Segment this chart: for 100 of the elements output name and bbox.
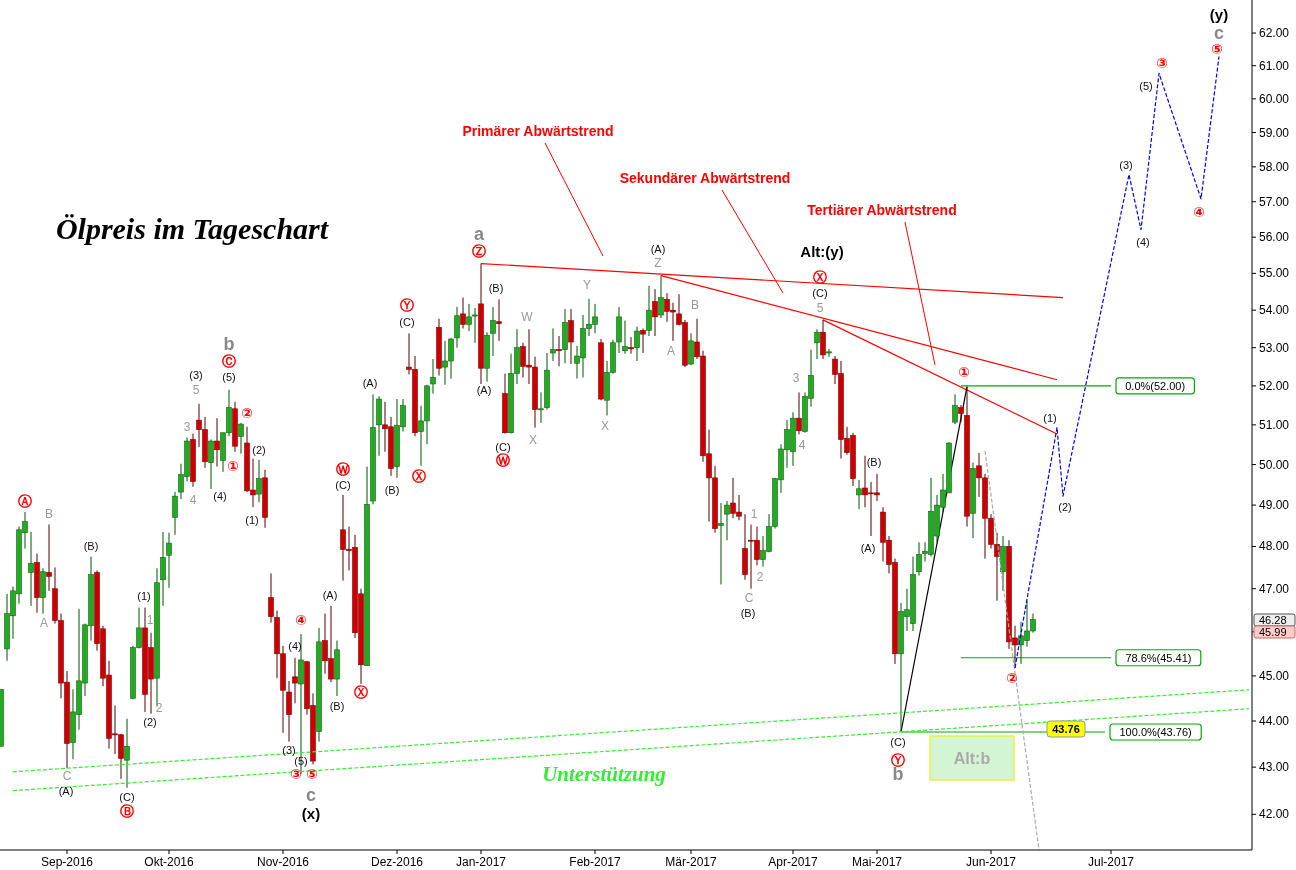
series-label: 0.0%(52.00) xyxy=(1125,379,1186,392)
annotation: ⑤ xyxy=(306,766,318,782)
annotation: ② xyxy=(1006,670,1018,686)
annotation: X xyxy=(528,433,538,447)
annotation: 4 xyxy=(798,438,806,452)
series-label: 78.6%(45.41) xyxy=(1125,651,1192,664)
annotation: c xyxy=(305,785,317,805)
annotation: Ⓧ xyxy=(813,269,827,285)
annotation: (y) xyxy=(1209,5,1229,23)
annotation: (1) xyxy=(1043,411,1057,424)
x-tick-label: Dez-2016 xyxy=(370,855,424,869)
x-tick-label: Nov-2016 xyxy=(256,855,310,869)
x-tick-label: Feb-2017 xyxy=(569,855,622,869)
annotation: 4 xyxy=(189,493,197,507)
annotation: B xyxy=(44,507,54,521)
annotation: Ⓑ xyxy=(120,803,134,819)
annotation: b xyxy=(223,334,235,354)
annotation: (1) xyxy=(137,590,151,602)
y-tick-label: 44.00 xyxy=(1259,714,1290,729)
annotation: ① xyxy=(958,364,970,380)
x-tick-label: Okt-2016 xyxy=(144,855,195,869)
annotation: (B) xyxy=(329,700,345,712)
annotation: B xyxy=(690,298,700,312)
annotation: Ⓦ xyxy=(496,452,510,468)
annotation: (A) xyxy=(650,243,666,255)
annotation: (4) xyxy=(288,640,302,652)
text: 46.28 xyxy=(1259,614,1287,626)
y-tick-label: 53.00 xyxy=(1259,340,1290,355)
annotation: ② xyxy=(241,405,253,421)
y-tick-label: 47.00 xyxy=(1259,581,1290,596)
y-tick-label: 49.00 xyxy=(1259,498,1290,513)
annotation: (B) xyxy=(488,282,504,294)
annotation: ③ xyxy=(1156,55,1168,71)
annotation: (B) xyxy=(83,540,99,552)
y-tick-label: 55.00 xyxy=(1259,266,1290,281)
series-label: 100.0%(43.76) xyxy=(1119,725,1192,738)
annotation: Ⓨ xyxy=(400,297,414,313)
y-tick-label: 52.00 xyxy=(1259,378,1290,393)
text: 45.99 xyxy=(1259,626,1287,638)
annotation: a xyxy=(473,224,485,244)
annotation: c xyxy=(1213,23,1225,43)
annotation: Tertiärer Abwärtstrend xyxy=(807,202,957,218)
annotation: 5 xyxy=(192,383,200,397)
annotation: (4) xyxy=(213,490,227,502)
annotation: 1 xyxy=(750,507,758,521)
annotation: A xyxy=(39,616,49,630)
annotation: Ⓧ xyxy=(354,684,368,700)
y-tick-label: 57.00 xyxy=(1259,194,1290,209)
y-tick-label: 50.00 xyxy=(1259,457,1290,472)
annotation: ④ xyxy=(295,612,307,628)
annotation: (B) xyxy=(866,456,882,468)
annotation: (C) xyxy=(495,441,511,453)
annotation: (1) xyxy=(245,514,259,526)
x-tick-label: Jan-2017 xyxy=(455,855,507,869)
annotation: (2) xyxy=(1058,501,1072,513)
annotation: (A) xyxy=(476,384,492,396)
annotation: 3 xyxy=(183,420,191,434)
annotation: X xyxy=(600,419,610,433)
y-tick-label: 60.00 xyxy=(1259,91,1290,106)
annotation: (B) xyxy=(384,484,400,496)
x-tick-label: Mai-2017 xyxy=(851,855,903,869)
y-tick-label: 48.00 xyxy=(1259,539,1290,554)
x-tick-label: Jun-2017 xyxy=(965,855,1017,869)
annotation: Primärer Abwärtstrend xyxy=(462,123,614,139)
y-tick-label: 45.00 xyxy=(1259,668,1290,683)
annotation: (4) xyxy=(1136,236,1150,248)
annotation: 43.76 xyxy=(1052,723,1080,735)
annotation: (5) xyxy=(1139,80,1153,92)
annotation: C xyxy=(62,769,72,783)
annotation: ① xyxy=(227,458,239,474)
annotation: C xyxy=(744,591,754,605)
annotation: Y xyxy=(582,278,592,292)
annotation: Ⓒ xyxy=(222,353,236,369)
y-tick-label: 62.00 xyxy=(1259,26,1290,41)
annotation: (2) xyxy=(252,444,266,456)
y-tick-label: 61.00 xyxy=(1259,58,1290,73)
annotation: ⑤ xyxy=(1211,41,1223,57)
y-tick-label: 56.00 xyxy=(1259,230,1290,245)
annotation: ③ xyxy=(290,766,302,782)
annotation: 2 xyxy=(155,701,163,715)
x-tick-label: Sep-2016 xyxy=(40,855,94,869)
annotation: (5) xyxy=(294,755,308,767)
annotation: Alt:(y) xyxy=(800,242,844,260)
annotation: Z xyxy=(654,256,662,270)
annotation: (C) xyxy=(119,791,135,803)
annotation: (3) xyxy=(1119,159,1133,171)
annotation: Ⓐ xyxy=(18,493,32,509)
annotation: (2) xyxy=(143,716,157,728)
y-tick-label: 51.00 xyxy=(1259,417,1290,432)
annotation: (C) xyxy=(399,316,415,328)
annotation: 2 xyxy=(756,570,764,584)
y-tick-label: 43.00 xyxy=(1259,760,1290,775)
annotation: (A) xyxy=(322,589,338,601)
annotation: (3) xyxy=(189,369,203,381)
annotation: (3) xyxy=(282,744,296,756)
annotation: (A) xyxy=(58,785,74,797)
annotation: (x) xyxy=(301,804,321,822)
annotation: (C) xyxy=(335,479,351,491)
y-tick-label: 42.00 xyxy=(1259,807,1290,822)
annotation: ④ xyxy=(1193,204,1205,220)
